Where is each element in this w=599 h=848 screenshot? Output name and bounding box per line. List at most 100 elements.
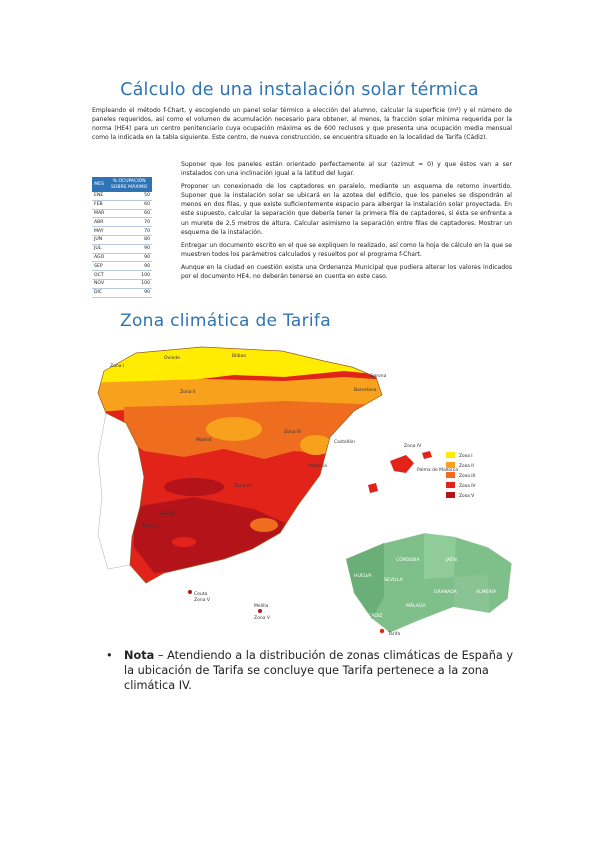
table-row: ABR 70 <box>92 217 152 228</box>
map-label-gerona: Gerona <box>370 373 387 379</box>
zone-ii-patch-east <box>300 435 332 455</box>
climate-zone-map: Oviedo Bilbao Zona I Zona II Madrid Zona… <box>97 346 513 637</box>
map-label-ceuta-zone: Zona V <box>194 597 211 603</box>
ibiza-shape <box>368 483 378 493</box>
andalucia-label-huelva: HUELVA <box>354 573 373 579</box>
melilla-marker <box>258 609 262 613</box>
map-label-zona5: Zona V <box>142 523 159 529</box>
table-cell: MAR <box>92 209 107 219</box>
table-cell: FEB <box>92 200 107 210</box>
table-cell: 90 <box>106 288 152 298</box>
table-row: SEP 90 <box>92 261 152 272</box>
andalucia-label-almeria: ALMERÍA <box>476 588 497 595</box>
menorca-shape <box>422 451 432 459</box>
table-row: AGO 90 <box>92 253 152 263</box>
andalucia-west <box>346 543 384 619</box>
table-cell: 90 <box>106 244 152 254</box>
andalucia-north <box>424 533 456 579</box>
note-text: – Atendiendo a la distribución de zonas … <box>124 649 514 692</box>
table-cell: 70 <box>106 217 152 228</box>
paragraph-deliverable: Entregar un documento escrito en el que … <box>181 241 512 258</box>
map-label-melilla-zone: Zona V <box>254 615 271 621</box>
legend-label-zone3: Zona III <box>459 473 475 479</box>
table-row: JUL 90 <box>92 244 152 254</box>
table-row: FEB 60 <box>92 200 152 210</box>
table-cell: AGO <box>92 253 107 263</box>
occupancy-table: MES % OCUPACIÓN SOBRE MÁXIMO ENE 50 FEB 60… <box>92 177 152 298</box>
bullet-marker: • <box>106 649 113 662</box>
table-cell: 100 <box>106 279 152 289</box>
map-label-zona2: Zona II <box>180 389 196 395</box>
table-cell: 80 <box>106 235 152 245</box>
map-label-baleares-zone: Zona IV <box>404 443 422 449</box>
table-cell: NOV <box>92 279 107 289</box>
table-cell: SEP <box>92 261 107 272</box>
table-cell: 70 <box>106 226 152 236</box>
legend-swatch-zone1 <box>446 452 455 458</box>
map-label-madrid: Madrid <box>196 437 212 443</box>
table-row: DIC 90 <box>92 288 152 298</box>
map-label-zona4: Zona IV <box>234 483 252 489</box>
map-label-palma: Palma de Mallorca <box>417 467 458 473</box>
andalucia-label-sevilla: SEVILLA <box>384 577 404 583</box>
map-label-ceuta: Ceuta <box>194 591 208 597</box>
table-cell: 50 <box>106 192 152 201</box>
map-label-zona3: Zona III <box>284 429 301 435</box>
zone-iv-patch-south <box>172 537 196 547</box>
zone-v-patch <box>164 478 224 496</box>
paragraph-ordinance: Aunque en la ciudad en cuestión exista u… <box>181 263 512 281</box>
zone-section-title: Zona climática de Tarifa <box>120 311 331 331</box>
paragraph-connection: Proponer un conexionado de los captadore… <box>181 183 512 236</box>
page-title: Cálculo de una instalación solar térmica <box>120 80 479 100</box>
table-row: JUN 80 <box>92 235 152 245</box>
table-header-month: MES <box>92 177 107 192</box>
table-cell: ABR <box>92 217 107 228</box>
note-label: Nota <box>124 649 155 662</box>
legend-label-zone2: Zona II <box>459 463 474 469</box>
map-label-barcelona: Barcelona <box>354 387 377 393</box>
table-row: MAY 70 <box>92 226 152 236</box>
andalucia-inset: HUELVA SEVILLA CÓRDOBA JAÉN GRANADA ALME… <box>345 532 513 637</box>
legend-label-zone5: Zona V <box>459 493 474 499</box>
note-paragraph: • Nota – Atendiendo a la distribución de… <box>106 648 516 693</box>
table-cell: 90 <box>106 261 152 272</box>
mallorca-shape <box>390 455 414 473</box>
table-cell: OCT <box>92 270 107 280</box>
andalucia-label-granada: GRANADA <box>434 589 458 595</box>
table-row: ENE 50 <box>92 192 152 201</box>
legend-label-zone1: Zona I <box>459 453 473 459</box>
andalucia-label-jaen: JAÉN <box>445 555 457 563</box>
legend-label-zone4: Zona IV <box>459 483 476 489</box>
table-header-occupancy: % OCUPACIÓN SOBRE MÁXIMO <box>106 177 152 192</box>
legend-swatch-zone3 <box>446 472 455 478</box>
table-row: NOV 100 <box>92 279 152 289</box>
map-label-melilla: Melilla <box>254 603 269 609</box>
intro-paragraph: Empleando el método f-Chart, y escogiend… <box>92 107 512 142</box>
paragraph-orientation: Suponer que los paneles están orientado … <box>181 161 512 178</box>
map-label-bilbao: Bilbao <box>232 353 246 359</box>
andalucia-southeast <box>454 575 490 613</box>
table-cell: MAY <box>92 226 107 236</box>
spain-outline <box>97 346 383 584</box>
table-cell: JUN <box>92 235 107 245</box>
instructions-column: Suponer que los paneles están orientado … <box>181 160 512 285</box>
table-row: OCT 100 <box>92 270 152 280</box>
ceuta-marker <box>188 590 192 594</box>
andalucia-label-tarifa: Tarifa <box>387 631 400 637</box>
andalucia-label-cordoba: CÓRDOBA <box>396 556 420 563</box>
table-cell: 90 <box>106 253 152 263</box>
zone-ii-patch <box>206 417 262 441</box>
table-cell: 60 <box>106 200 152 210</box>
table-cell: 100 <box>106 270 152 280</box>
map-label-sevilla: Sevilla <box>160 511 175 517</box>
table-cell: 60 <box>106 209 152 219</box>
table-cell: DIC <box>92 288 107 298</box>
table-row: MAR 60 <box>92 209 152 219</box>
legend-swatch-zone2 <box>446 462 455 468</box>
map-label-zona1: Zona I <box>110 363 124 369</box>
table-cell: JUL <box>92 244 107 254</box>
zone-iii-patch-south <box>250 518 278 532</box>
legend-swatch-zone5 <box>446 492 455 498</box>
map-label-castellon: Castellón <box>334 438 355 445</box>
tarifa-marker <box>379 628 385 634</box>
